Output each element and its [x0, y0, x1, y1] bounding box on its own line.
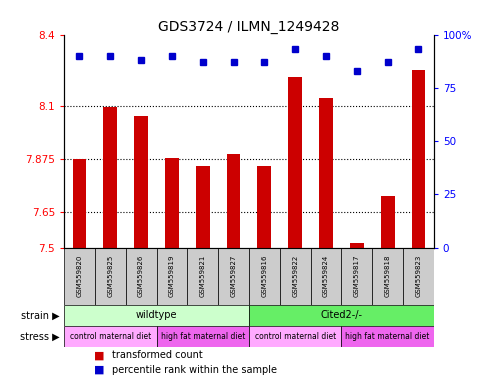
- Bar: [403, 248, 434, 305]
- Text: GSM559826: GSM559826: [138, 255, 144, 298]
- Text: GSM559816: GSM559816: [261, 255, 267, 298]
- Bar: [372, 248, 403, 305]
- Text: GSM559817: GSM559817: [354, 255, 360, 298]
- Bar: [64, 326, 157, 348]
- Bar: [311, 248, 341, 305]
- Bar: [95, 248, 126, 305]
- Title: GDS3724 / ILMN_1249428: GDS3724 / ILMN_1249428: [158, 20, 340, 33]
- Text: transformed count: transformed count: [112, 351, 203, 361]
- Bar: [341, 248, 372, 305]
- Text: ■: ■: [94, 351, 104, 361]
- Bar: [165, 158, 179, 248]
- Bar: [319, 99, 333, 248]
- Bar: [350, 243, 364, 248]
- Bar: [64, 248, 95, 305]
- Text: GSM559818: GSM559818: [385, 255, 390, 298]
- Text: GSM559819: GSM559819: [169, 255, 175, 298]
- Bar: [257, 166, 271, 248]
- Text: Cited2-/-: Cited2-/-: [320, 310, 362, 320]
- Bar: [157, 326, 249, 348]
- Bar: [218, 248, 249, 305]
- Bar: [104, 107, 117, 248]
- Bar: [412, 70, 425, 248]
- Bar: [187, 248, 218, 305]
- Text: percentile rank within the sample: percentile rank within the sample: [112, 365, 277, 375]
- Bar: [126, 248, 157, 305]
- Bar: [249, 305, 434, 326]
- Text: GSM559820: GSM559820: [76, 255, 82, 298]
- Text: GSM559822: GSM559822: [292, 255, 298, 297]
- Bar: [64, 305, 249, 326]
- Text: control maternal diet: control maternal diet: [254, 332, 336, 341]
- Bar: [280, 248, 311, 305]
- Text: GSM559821: GSM559821: [200, 255, 206, 298]
- Text: strain ▶: strain ▶: [21, 310, 59, 320]
- Bar: [157, 248, 187, 305]
- Text: GSM559823: GSM559823: [416, 255, 422, 298]
- Text: GSM559827: GSM559827: [231, 255, 237, 298]
- Text: stress ▶: stress ▶: [20, 332, 59, 342]
- Bar: [288, 77, 302, 248]
- Bar: [341, 326, 434, 348]
- Bar: [72, 159, 86, 248]
- Bar: [227, 154, 241, 248]
- Bar: [249, 326, 341, 348]
- Text: control maternal diet: control maternal diet: [70, 332, 151, 341]
- Text: high fat maternal diet: high fat maternal diet: [346, 332, 430, 341]
- Text: wildtype: wildtype: [136, 310, 177, 320]
- Text: ■: ■: [94, 365, 104, 375]
- Text: high fat maternal diet: high fat maternal diet: [161, 332, 245, 341]
- Bar: [249, 248, 280, 305]
- Bar: [196, 166, 210, 248]
- Bar: [381, 195, 394, 248]
- Text: GSM559825: GSM559825: [107, 255, 113, 297]
- Bar: [134, 116, 148, 248]
- Text: GSM559824: GSM559824: [323, 255, 329, 297]
